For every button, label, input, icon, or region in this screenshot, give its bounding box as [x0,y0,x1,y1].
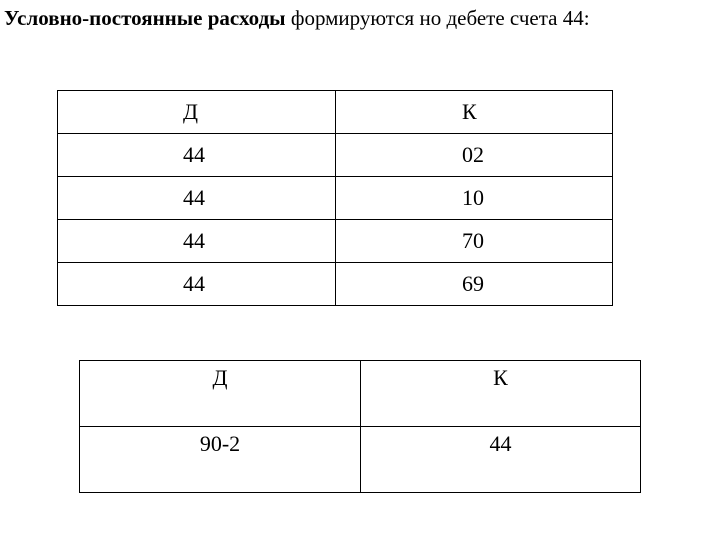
entries-table-2: Д К 90-2 44 [79,360,641,493]
table-row: 44 70 [57,219,613,263]
title-rest: формируются но дебете счета 44: [285,6,590,30]
cell-credit: 02 [335,133,613,177]
header-credit: К [360,360,641,427]
page-title: Условно-постоянные расходы формируются н… [4,6,590,31]
cell-debit: 44 [57,176,336,220]
cell-debit: 44 [57,219,336,263]
cell-debit: 44 [57,262,336,306]
table-header-row: Д К [57,90,613,134]
table-row: 44 69 [57,262,613,306]
entries-table-1: Д К 44 02 44 10 44 70 44 69 [57,90,613,306]
cell-credit: 44 [360,426,641,493]
header-debit: Д [79,360,361,427]
title-bold: Условно-постоянные расходы [4,6,286,30]
table-header-row: Д К [79,360,641,427]
cell-credit: 69 [335,262,613,306]
cell-credit: 70 [335,219,613,263]
table-row: 90-2 44 [79,426,641,493]
header-credit: К [335,90,613,134]
table-row: 44 02 [57,133,613,177]
cell-credit: 10 [335,176,613,220]
cell-debit: 90-2 [79,426,361,493]
header-debit: Д [57,90,336,134]
cell-debit: 44 [57,133,336,177]
table-row: 44 10 [57,176,613,220]
